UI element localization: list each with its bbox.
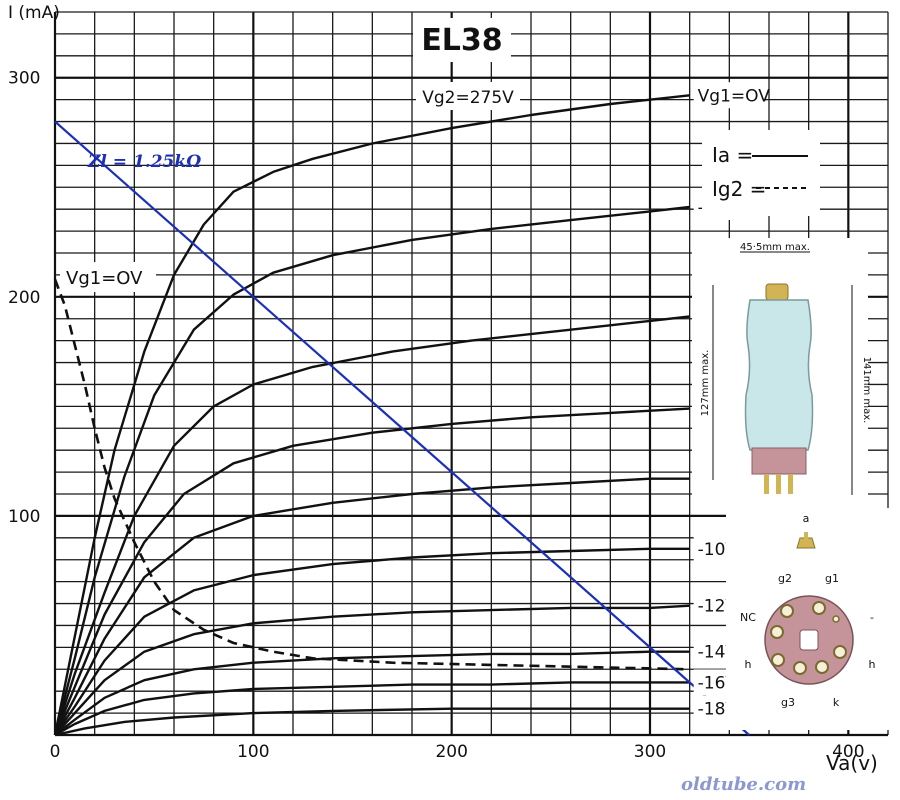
condition-label: Vg2=275V <box>422 88 514 108</box>
x-tick-label: 400 <box>832 742 864 762</box>
socket-pin <box>780 604 794 618</box>
tube-pin <box>776 474 781 494</box>
watermark: oldtube.com <box>681 774 806 795</box>
tube-glass-envelope <box>744 299 814 451</box>
y-tick-label: 100 <box>8 507 40 527</box>
ig2-annotation: Vg1=OV <box>66 268 143 289</box>
pinout-diagram: a g2 g1 NC - h h g3 k <box>726 508 890 730</box>
ia-curve <box>54 547 690 736</box>
tube-top-cap <box>765 283 789 301</box>
pin-label-g3: g3 <box>781 696 795 709</box>
title-box <box>413 18 511 62</box>
pin-label-h-right: h <box>869 658 876 671</box>
legend-box <box>702 130 820 216</box>
socket-pin <box>812 601 826 615</box>
tube-illustration: 45·5mm max. 127mm max. 141mm max. <box>692 238 872 508</box>
socket-key <box>799 629 819 651</box>
ia-curve <box>54 707 690 737</box>
top-cap-icon <box>796 537 816 549</box>
tube-pin <box>788 474 793 494</box>
x-tick-label: 100 <box>237 742 269 762</box>
tube-total-height-label: 141mm max. <box>861 357 872 424</box>
pin-label-g2: g2 <box>778 572 792 585</box>
ia-curve <box>53 407 690 736</box>
condition-box <box>416 82 520 110</box>
y-tick-label: 300 <box>8 69 40 89</box>
x-axis-label: Va(v) <box>826 751 878 775</box>
y-tick-label-bg <box>2 65 48 90</box>
x-tick-label: 300 <box>634 742 666 762</box>
chart-marks <box>53 94 750 737</box>
ig2-annotation-box <box>60 262 156 292</box>
ia-curve <box>54 604 690 736</box>
legend-ia-label: Ia = <box>712 143 753 167</box>
x-tick-label: 200 <box>435 742 467 762</box>
pin-label-anode: a <box>803 512 810 525</box>
top-cap-stem <box>804 532 808 539</box>
socket-pin <box>815 660 829 674</box>
x-tick-label: 0 <box>50 742 61 762</box>
curve-label: Vg1=OV <box>698 86 771 106</box>
legend: Ia = Ig2 = <box>702 130 820 216</box>
y-tick-label-bg <box>2 503 48 528</box>
chart-title: EL38 <box>421 23 502 58</box>
tube-body-height-label: 127mm max. <box>700 350 711 417</box>
load-line <box>54 120 750 736</box>
pin-label-g1: g1 <box>825 572 839 585</box>
pin-label-h-left: h <box>745 658 752 671</box>
ia-curve <box>54 681 690 737</box>
y-axis-label: I (mA) <box>8 3 60 23</box>
y-tick-label: 200 <box>8 288 40 308</box>
curve-label-bg <box>693 82 765 109</box>
tube-pin <box>764 474 769 494</box>
ia-curve <box>54 650 690 736</box>
socket-pin <box>833 645 847 659</box>
socket-pin <box>770 625 784 639</box>
ia-curve <box>53 477 690 736</box>
pin-label-k: k <box>833 696 840 709</box>
socket-pin <box>793 661 807 675</box>
pin-label-dash: - <box>870 611 874 624</box>
ia-curve <box>53 94 690 736</box>
socket-pin <box>771 653 785 667</box>
tube-base <box>751 447 807 475</box>
socket-pin <box>832 615 840 623</box>
y-tick-label-bg <box>2 284 48 309</box>
load-line-label: Zl = 1.25kΩ <box>87 152 201 172</box>
ig2-curve <box>53 278 690 671</box>
ia-curve <box>53 205 690 736</box>
tube-width-label: 45·5mm max. <box>740 242 810 253</box>
pin-label-nc: NC <box>740 611 756 624</box>
ia-curve <box>53 315 690 736</box>
